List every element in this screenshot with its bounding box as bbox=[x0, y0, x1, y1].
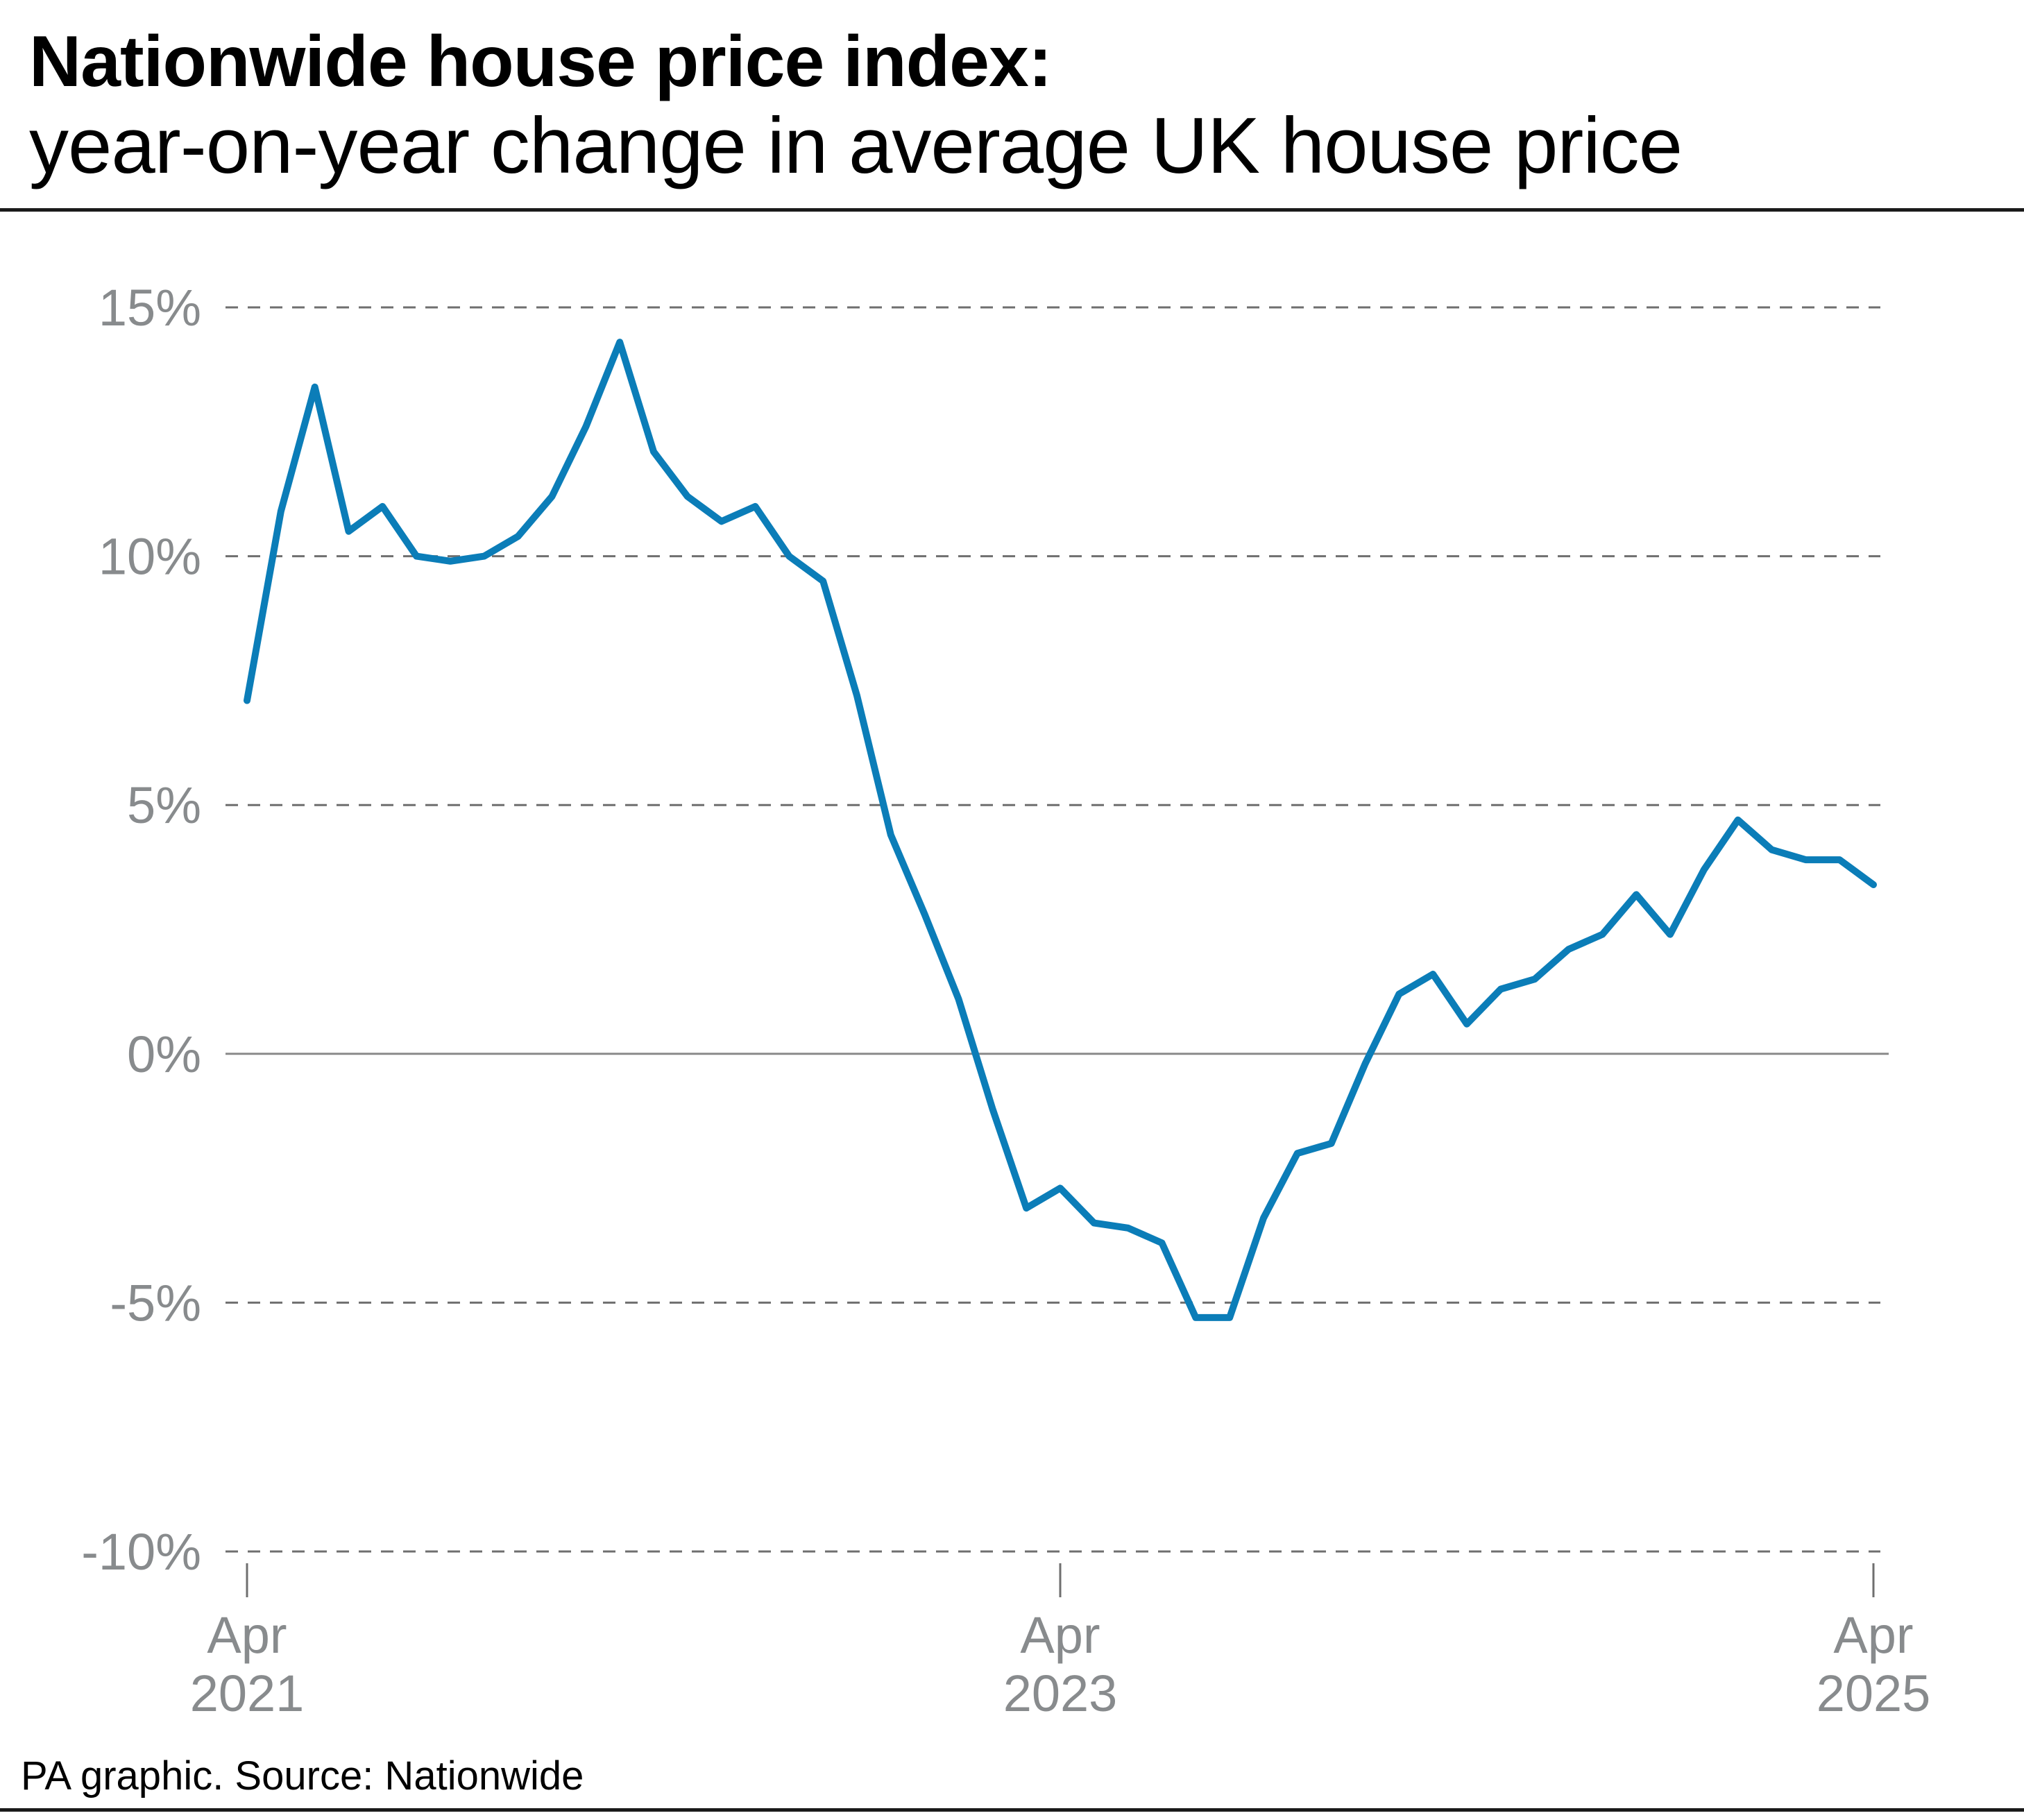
data-point bbox=[582, 423, 589, 430]
y-tick-label: 0% bbox=[127, 1026, 201, 1083]
y-tick-label: 15% bbox=[99, 279, 201, 337]
data-point bbox=[1769, 847, 1776, 853]
series-line bbox=[244, 339, 1877, 1321]
data-point bbox=[1294, 1150, 1301, 1157]
x-tick-label-year: 2025 bbox=[1817, 1665, 1931, 1722]
data-point bbox=[718, 518, 725, 525]
data-point bbox=[1429, 971, 1436, 978]
data-point bbox=[1701, 866, 1708, 873]
data-point bbox=[921, 911, 928, 918]
data-point bbox=[1057, 1184, 1064, 1191]
data-point bbox=[853, 692, 860, 699]
chart-subtitle: year-on-year change in average UK house … bbox=[29, 102, 1683, 190]
series-layer bbox=[244, 339, 1877, 1321]
gridlines bbox=[226, 306, 1889, 1553]
x-tick-label-month: Apr bbox=[1020, 1606, 1100, 1664]
source-note: PA graphic. Source: Nationwide bbox=[21, 1753, 584, 1798]
x-tick-label-year: 2021 bbox=[190, 1665, 305, 1722]
top-divider bbox=[0, 208, 2024, 212]
data-point bbox=[1023, 1205, 1030, 1211]
data-point bbox=[1633, 891, 1640, 898]
data-point bbox=[752, 503, 759, 510]
data-point bbox=[1395, 991, 1402, 998]
x-tick-label-month: Apr bbox=[207, 1606, 287, 1664]
data-point bbox=[1192, 1314, 1199, 1321]
bottom-divider bbox=[0, 1808, 2024, 1812]
data-point bbox=[312, 384, 318, 391]
y-tick-label: 5% bbox=[127, 776, 201, 834]
data-point bbox=[1836, 856, 1843, 863]
y-tick-label: 10% bbox=[99, 528, 201, 586]
data-point bbox=[515, 533, 522, 540]
data-point bbox=[413, 553, 420, 560]
data-point bbox=[1362, 1060, 1369, 1067]
data-point bbox=[549, 493, 556, 500]
x-tick-label-year: 2023 bbox=[1003, 1665, 1118, 1722]
data-point bbox=[1159, 1239, 1166, 1246]
chart-title: Nationwide house price index: bbox=[29, 22, 1052, 102]
data-point bbox=[1667, 931, 1674, 938]
data-point bbox=[1735, 817, 1742, 824]
data-point bbox=[1497, 986, 1504, 993]
y-axis-tick-labels: 15% 10% 5% 0% -5% -10% bbox=[81, 279, 201, 1581]
y-tick-label: -5% bbox=[110, 1274, 201, 1332]
x-tick-label-month: Apr bbox=[1833, 1606, 1913, 1664]
data-point bbox=[1531, 976, 1538, 983]
data-point bbox=[1870, 881, 1877, 888]
data-point bbox=[684, 493, 691, 500]
data-point bbox=[346, 528, 352, 535]
data-point bbox=[650, 448, 657, 455]
y-tick-label: -10% bbox=[81, 1523, 201, 1581]
data-point bbox=[1125, 1225, 1132, 1232]
data-point bbox=[785, 553, 792, 560]
data-point bbox=[1463, 1021, 1470, 1028]
data-point bbox=[1091, 1220, 1098, 1227]
data-point bbox=[1226, 1314, 1233, 1321]
data-point bbox=[447, 558, 454, 565]
data-point bbox=[1802, 856, 1809, 863]
data-point bbox=[616, 339, 623, 346]
data-point bbox=[819, 577, 826, 584]
data-point bbox=[481, 553, 488, 560]
data-point bbox=[244, 697, 250, 704]
data-point bbox=[1565, 946, 1572, 953]
data-point bbox=[989, 1105, 996, 1112]
data-point bbox=[1599, 931, 1606, 938]
data-point bbox=[1260, 1214, 1267, 1221]
data-point bbox=[278, 508, 284, 515]
data-point bbox=[379, 503, 386, 510]
data-point bbox=[887, 831, 894, 838]
data-point bbox=[955, 996, 962, 1003]
data-point bbox=[1328, 1140, 1335, 1147]
